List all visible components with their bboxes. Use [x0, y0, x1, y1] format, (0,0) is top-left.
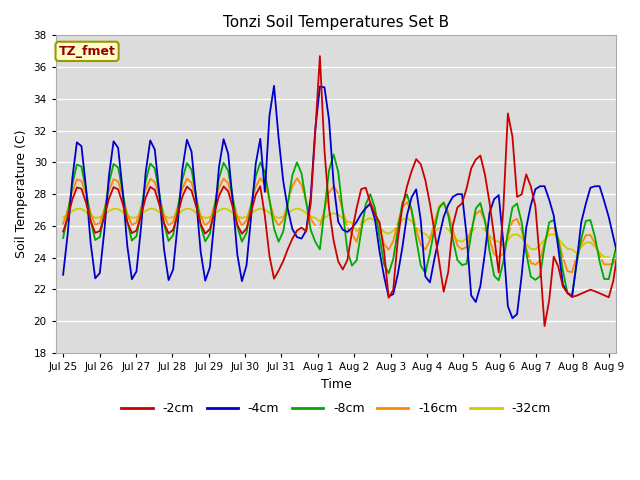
Title: Tonzi Soil Temperatures Set B: Tonzi Soil Temperatures Set B	[223, 15, 449, 30]
Y-axis label: Soil Temperature (C): Soil Temperature (C)	[15, 130, 28, 258]
Legend: -2cm, -4cm, -8cm, -16cm, -32cm: -2cm, -4cm, -8cm, -16cm, -32cm	[116, 397, 556, 420]
X-axis label: Time: Time	[321, 378, 351, 391]
Text: TZ_fmet: TZ_fmet	[59, 45, 115, 58]
